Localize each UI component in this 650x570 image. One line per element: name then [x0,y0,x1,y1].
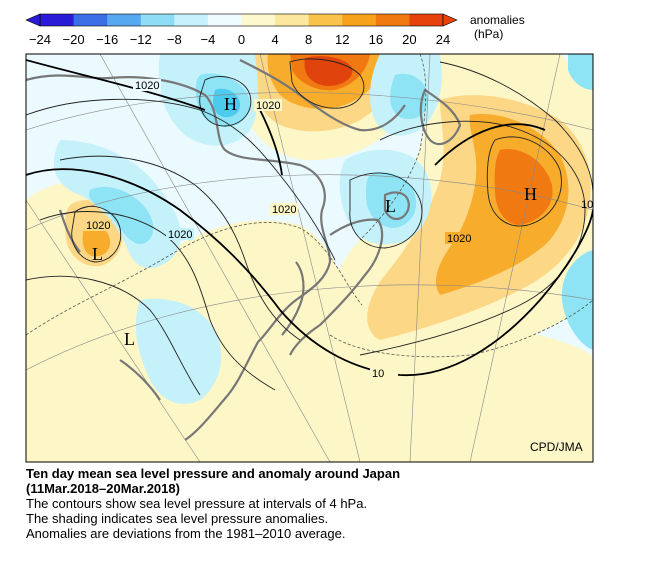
colorbar-swatch [140,14,175,26]
colorbar-tick-label: 16 [369,32,383,47]
contour-label-1020: 10 [372,368,384,380]
anomaly-negative-north-left-strong [213,88,241,118]
colorbar-tick-label: 0 [238,32,245,47]
low-center-southwest: L [124,329,135,349]
isobars-1020 [26,59,593,377]
caption-title: Ten day mean sea level pressure and anom… [26,466,401,481]
colorbar-swatch [207,14,242,26]
colorbar-left-arrow [25,13,41,27]
contour-label-1020: 1020 [86,220,110,232]
isobars [26,58,593,396]
coast-north [239,59,406,132]
colorbar-swatch [342,14,377,26]
colorbar-tick-label: 24 [436,32,450,47]
colorbar-label: anomalies [470,13,525,27]
anomaly-colorbar: −24 −20 −16 −12 −8 −4 0 4 8 12 16 20 24 anomalies (h… [25,13,525,47]
anomaly-positive-max-east [494,149,553,225]
anomaly-zero-lines [26,54,593,358]
colorbar-tick-label: 8 [305,32,312,47]
coast-south [119,359,161,401]
colorbar-swatch [375,14,410,26]
contour-label-1020: 1020 [256,100,280,112]
map-frame [25,53,594,463]
contour-labels: 1020 1020 1020 1020 1020 1020 10 10 [84,79,593,380]
anomaly-positive-west-low-core [82,223,111,257]
colorbar-tick-label: 20 [402,32,416,47]
credit-label: CPD/JMA [530,440,583,454]
coast-korea [281,261,305,336]
colorbar-tick-label: 4 [271,32,278,47]
low-center-japan-sea: L [385,196,396,216]
pressure-anomaly-map: 1020 1020 1020 1020 1020 1020 10 10 H H … [25,53,594,463]
colorbar-swatch [73,14,108,26]
caption: Ten day mean sea level pressure and anom… [26,466,626,541]
colorbar-tick-label: −24 [29,32,51,47]
colorbar-tick-label: −16 [96,32,118,47]
contour-label-1020: 1020 [272,204,296,216]
caption-period: (11Mar.2018–20Mar.2018) [26,481,180,496]
caption-contours: The contours show sea level pressure at … [26,496,368,511]
pressure-centers: H H L L L [92,94,537,349]
anomaly-negative-central-mid [366,172,417,228]
colorbar-swatch [409,14,444,26]
low-center-west: L [92,244,103,264]
colorbar-swatch [40,14,75,26]
anomaly-negative-far-east [568,54,593,90]
colorbar-tick-label: −8 [167,32,182,47]
colorbar-swatch [275,14,310,26]
contour-label-partial: 10 [581,199,593,211]
colorbar-unit: (hPa) [474,27,503,41]
contour-label-1020: 1020 [135,80,159,92]
caption-shading: The shading indicates sea level pressure… [26,511,329,526]
coast-kamchatka [419,88,462,146]
colorbar-tick-label: −4 [201,32,216,47]
coast-hokkaido [383,191,410,221]
high-center-north: H [224,94,237,114]
anomaly-negative-north-right-mid [390,73,428,120]
anomaly-positive-light-south [26,220,593,462]
contour-label-1020: 1020 [447,233,471,245]
colorbar-right-arrow [442,13,458,27]
colorbar-tick-label: −20 [63,32,85,47]
caption-anomalies: Anomalies are deviations from the 1981–2… [26,526,346,541]
contour-label-1020: 1020 [168,229,192,241]
high-center-east: H [524,184,537,204]
colorbar-swatch [308,14,343,26]
colorbar-swatches [39,13,444,27]
colorbar-tick-label: 12 [335,32,349,47]
colorbar-swatch [107,14,142,26]
colorbar-ticks: −24 −20 −16 −12 −8 −4 0 4 8 12 16 20 24 [29,32,450,47]
colorbar-tick-label: −12 [130,32,152,47]
coast-japan [289,218,384,356]
colorbar-swatch [241,14,276,26]
colorbar-swatch [174,14,209,26]
anomaly-negative-southwest [135,298,222,404]
anomaly-negative-southeast [561,250,593,350]
